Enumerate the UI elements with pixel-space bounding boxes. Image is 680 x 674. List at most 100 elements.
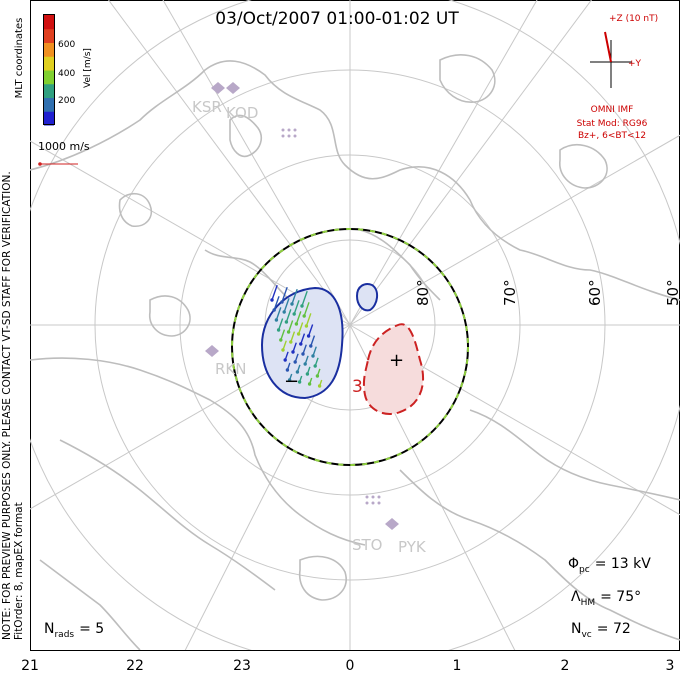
colorbar-segment	[44, 42, 54, 57]
latitude-label-70: 70°	[501, 279, 519, 306]
velocity-vector-origin	[272, 308, 276, 312]
station-label-rkn: RKN	[215, 360, 246, 378]
velocity-vector	[285, 309, 292, 323]
mlt-label-1: 1	[453, 658, 462, 674]
mlt-label-22: 22	[126, 658, 144, 674]
velocity-vector-origin	[302, 314, 306, 318]
velocity-vector-origin	[307, 382, 312, 386]
velocity-vector-origin	[279, 338, 283, 342]
positive-contour-label: 3	[352, 377, 363, 397]
velocity-vector	[301, 290, 308, 307]
velocity-vector-origin	[293, 360, 297, 364]
fit-order-note: FitOrder: 8, mapEX format	[13, 502, 25, 640]
fit-statistics: Φpc = 13 kV ΛHM = 75° Nvc = 72 Nrads = 5	[44, 556, 651, 640]
velocity-vector	[287, 320, 294, 333]
velocity-vector-origin	[301, 352, 305, 356]
latitude-label-50: 50°	[664, 279, 680, 306]
colorbar-tick-600: 600	[58, 40, 75, 50]
velocity-vector-origin	[303, 362, 307, 366]
colorbar-segment	[44, 83, 54, 98]
velocity-vector-origin	[300, 304, 304, 308]
velocity-vector-origin	[284, 320, 289, 324]
velocity-vector	[291, 288, 298, 305]
mlt-label-23: 23	[233, 658, 251, 674]
colorbar-segment	[44, 56, 54, 71]
velocity-vector	[307, 324, 314, 337]
map-title: 03/Oct/2007 01:00-01:02 UT	[215, 9, 459, 29]
positive-convection-cell	[362, 323, 425, 415]
station-label-kod: KOD	[226, 104, 258, 122]
velocity-vector-origin	[299, 342, 303, 346]
velocity-vector	[305, 313, 312, 327]
velocity-vector-origin	[270, 298, 274, 302]
velocity-vector-origin	[304, 324, 309, 328]
station-marker-rkn	[205, 345, 219, 357]
scale-vector-origin	[38, 162, 42, 166]
mlt-label-2: 2	[561, 658, 570, 674]
velocity-vector-origin	[285, 368, 290, 372]
mlt-label-0: 0	[346, 658, 355, 674]
velocity-vector	[293, 300, 300, 315]
station-marker-sto	[385, 518, 399, 530]
latitude-label-80: 80°	[414, 279, 432, 306]
velocity-vector-origin	[281, 348, 285, 352]
velocity-vector	[271, 284, 278, 301]
colorbar-segment	[44, 15, 54, 30]
station-label-ksr: KSR	[192, 98, 222, 116]
velocity-vector-origin	[274, 318, 279, 322]
negative-cell-sign: −	[284, 371, 299, 392]
colorbar-segment	[44, 111, 54, 126]
velocity-vector-origin	[291, 350, 295, 354]
mlt-label-21: 21	[21, 658, 39, 674]
station-marker-ksr	[211, 82, 225, 94]
mlt-axis: 21 22 23 0 1 2 3	[21, 658, 674, 674]
velocity-vector	[275, 307, 282, 321]
colorbar-tick-200: 200	[58, 96, 75, 106]
colorbar-segment	[44, 70, 54, 85]
velocity-vector	[277, 318, 284, 331]
velocity-vector-origin	[276, 328, 281, 332]
velocity-vector	[310, 335, 316, 347]
velocity-vector	[300, 333, 306, 345]
imf-clock: +Z (10 nT) +Y OMNI IMF Stat Mod: RG96 Bz…	[577, 14, 658, 141]
station-markers	[205, 82, 399, 530]
mlt-label-3: 3	[666, 658, 675, 674]
velocity-vector-origin	[295, 370, 300, 374]
velocity-vector-origin	[305, 372, 310, 376]
imf-y-label: +Y	[628, 59, 642, 69]
negative-convection-cell	[260, 286, 344, 400]
hm-boundary-latitude: ΛHM = 75°	[571, 589, 641, 608]
coastlines	[30, 54, 680, 650]
heppner-maynard-boundary-dash	[231, 228, 469, 466]
statistical-model-line1: Stat Mod: RG96	[577, 119, 648, 129]
imf-vector	[604, 31, 612, 63]
velocity-vector-origin	[292, 312, 296, 316]
velocity-vector-origin	[283, 358, 287, 362]
station-marker-kod	[226, 82, 240, 94]
imf-z-label: +Z (10 nT)	[609, 14, 658, 24]
velocity-vector-origin	[317, 384, 322, 388]
imf-source: OMNI IMF	[591, 105, 634, 115]
velocity-vector	[281, 286, 288, 303]
colorbar-segment	[44, 97, 54, 112]
velocity-colorbar: 600 400 200 Vel [m/s] MLT coordinates	[14, 14, 93, 126]
cross-cap-potential: Φpc = 13 kV	[568, 556, 651, 575]
velocity-vector	[303, 302, 310, 317]
velocity-vector-origin	[315, 374, 320, 378]
velocity-vector	[295, 311, 302, 325]
vector-count: Nvc = 72	[571, 621, 631, 640]
colorbar-segment	[44, 28, 54, 43]
velocity-vector	[273, 296, 280, 311]
velocity-vector	[283, 298, 290, 313]
positive-cell-sign: +	[389, 350, 404, 371]
statistical-model-line2: Bz+, 6<BT<12	[578, 131, 646, 141]
velocity-vector-origin	[286, 330, 291, 334]
velocity-vector-origin	[296, 332, 301, 336]
velocity-vector-origin	[280, 300, 284, 304]
velocity-vector-origin	[289, 340, 293, 344]
velocity-vector-origin	[306, 334, 311, 338]
velocity-vector-origin	[290, 302, 294, 306]
velocity-vector-origin	[309, 344, 313, 348]
negative-convection-cell-small	[355, 283, 378, 312]
